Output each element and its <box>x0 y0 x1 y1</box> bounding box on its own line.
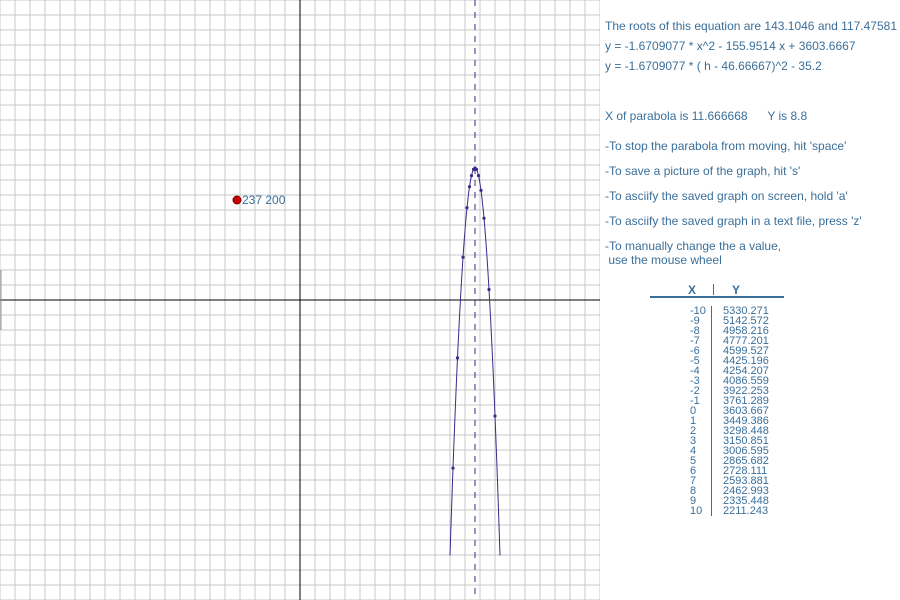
table-row: -9 5142.572 <box>690 315 769 327</box>
curve-sample-points <box>451 166 497 470</box>
table-header-divider <box>713 284 714 295</box>
table-row: 4 3006.595 <box>690 445 769 457</box>
help-asciify-file-text: -To asciify the saved graph in a text fi… <box>605 214 862 228</box>
table-cell-y: 3150.851 <box>723 435 769 447</box>
table-row: -7 4777.201 <box>690 335 769 347</box>
curve-sample-dot <box>474 167 479 171</box>
vertex-form-equation: y = -1.6709077 * ( h - 46.66667)^2 - 35.… <box>605 59 822 73</box>
table-row: -4 4254.207 <box>690 365 769 377</box>
table-row: -6 4599.527 <box>690 345 769 357</box>
mouse-point-marker <box>232 195 242 205</box>
curve-sample-dot <box>479 188 483 192</box>
table-cell-y: 4425.196 <box>723 355 769 367</box>
value-table-header: X Y <box>650 283 785 298</box>
table-cell-y: 3761.289 <box>723 395 769 407</box>
table-cell-y: 3603.667 <box>723 405 769 417</box>
table-cell-y: 4599.527 <box>723 345 769 357</box>
curve-sample-dot <box>469 173 474 178</box>
help-mouse-wheel-text: -To manually change the a value, <box>605 239 782 253</box>
table-row: 0 3603.667 <box>690 405 769 417</box>
table-row: -5 4425.196 <box>690 355 769 367</box>
table-cell-y: 3922.253 <box>723 385 769 397</box>
table-cell-y: 5142.572 <box>723 315 769 327</box>
table-row: 6 2728.111 <box>690 465 768 477</box>
table-cell-y: 3006.595 <box>723 445 769 457</box>
curve-sample-dot <box>493 414 497 418</box>
table-cell-y: 4086.559 <box>723 375 769 387</box>
table-cell-y: 2335.448 <box>723 495 769 507</box>
table-header-x: X <box>688 283 697 297</box>
table-row: 5 2865.682 <box>690 455 769 467</box>
table-cell-y: 3298.448 <box>723 425 769 437</box>
table-cell-y: 2865.682 <box>723 455 769 467</box>
curve-sample-dot <box>476 173 481 178</box>
table-row: -3 4086.559 <box>690 375 769 387</box>
help-asciify-screen-text: -To asciify the saved graph on screen, h… <box>605 189 848 203</box>
curve-sample-dot <box>482 216 486 220</box>
mouse-point-label: 237 200 <box>242 193 286 207</box>
table-cell-y: 4254.207 <box>723 365 769 377</box>
table-row: 2 3298.448 <box>690 425 769 437</box>
curve-sample-dot <box>465 206 469 210</box>
curve-sample-dot <box>455 356 460 360</box>
roots-text: The roots of this equation are 143.1046 … <box>605 19 898 33</box>
table-header-y: Y <box>732 283 741 297</box>
info-panel: The roots of this equation are 143.1046 … <box>600 0 900 600</box>
table-cell-y: 2211.243 <box>723 505 769 517</box>
table-row: -10 5330.271 <box>690 305 769 317</box>
table-cell-y: 4777.201 <box>723 335 769 347</box>
help-save-text: -To save a picture of the graph, hit 's' <box>605 164 801 178</box>
table-row: -2 3922.253 <box>690 385 769 397</box>
curve-sample-dot <box>451 466 455 470</box>
table-header-underline <box>650 296 784 298</box>
table-row: 9 2335.448 <box>690 495 769 507</box>
table-cell-y: 3449.386 <box>723 415 769 427</box>
table-row: -1 3761.289 <box>690 395 769 407</box>
table-row: 3 3150.851 <box>690 435 769 447</box>
standard-form-equation: y = -1.6709077 * x^2 - 155.9514 x + 3603… <box>605 39 856 53</box>
graph-canvas[interactable]: 237 200 <box>0 0 600 600</box>
table-cell-y: 4958.216 <box>723 325 769 337</box>
table-row: -8 4958.216 <box>690 325 769 337</box>
table-cell-y: 5330.271 <box>723 305 769 317</box>
help-mouse-wheel-text-2: use the mouse wheel <box>605 253 722 267</box>
curve-sample-dot <box>467 185 472 189</box>
vertex-coordinates-text: X of parabola is 11.666668 Y is 8.8 <box>605 109 808 123</box>
table-row: 10 2211.243 <box>690 505 769 517</box>
table-cell-y: 2593.881 <box>723 475 769 487</box>
table-row: 8 2462.993 <box>690 485 769 497</box>
help-space-text: -To stop the parabola from moving, hit '… <box>605 139 847 153</box>
curve-sample-dot <box>461 255 465 259</box>
curve-sample-dot <box>487 287 491 292</box>
value-table: -10 5330.271 -9 5142.572 -8 4958.216 -7 4777.20… <box>650 305 790 517</box>
table-column-divider <box>711 306 712 516</box>
table-cell-y: 2728.111 <box>723 465 768 477</box>
table-row: 1 3449.386 <box>690 415 769 427</box>
graph-svg[interactable] <box>0 0 600 600</box>
table-row: 7 2593.881 <box>690 475 769 487</box>
table-cell-y: 2462.993 <box>723 485 769 497</box>
